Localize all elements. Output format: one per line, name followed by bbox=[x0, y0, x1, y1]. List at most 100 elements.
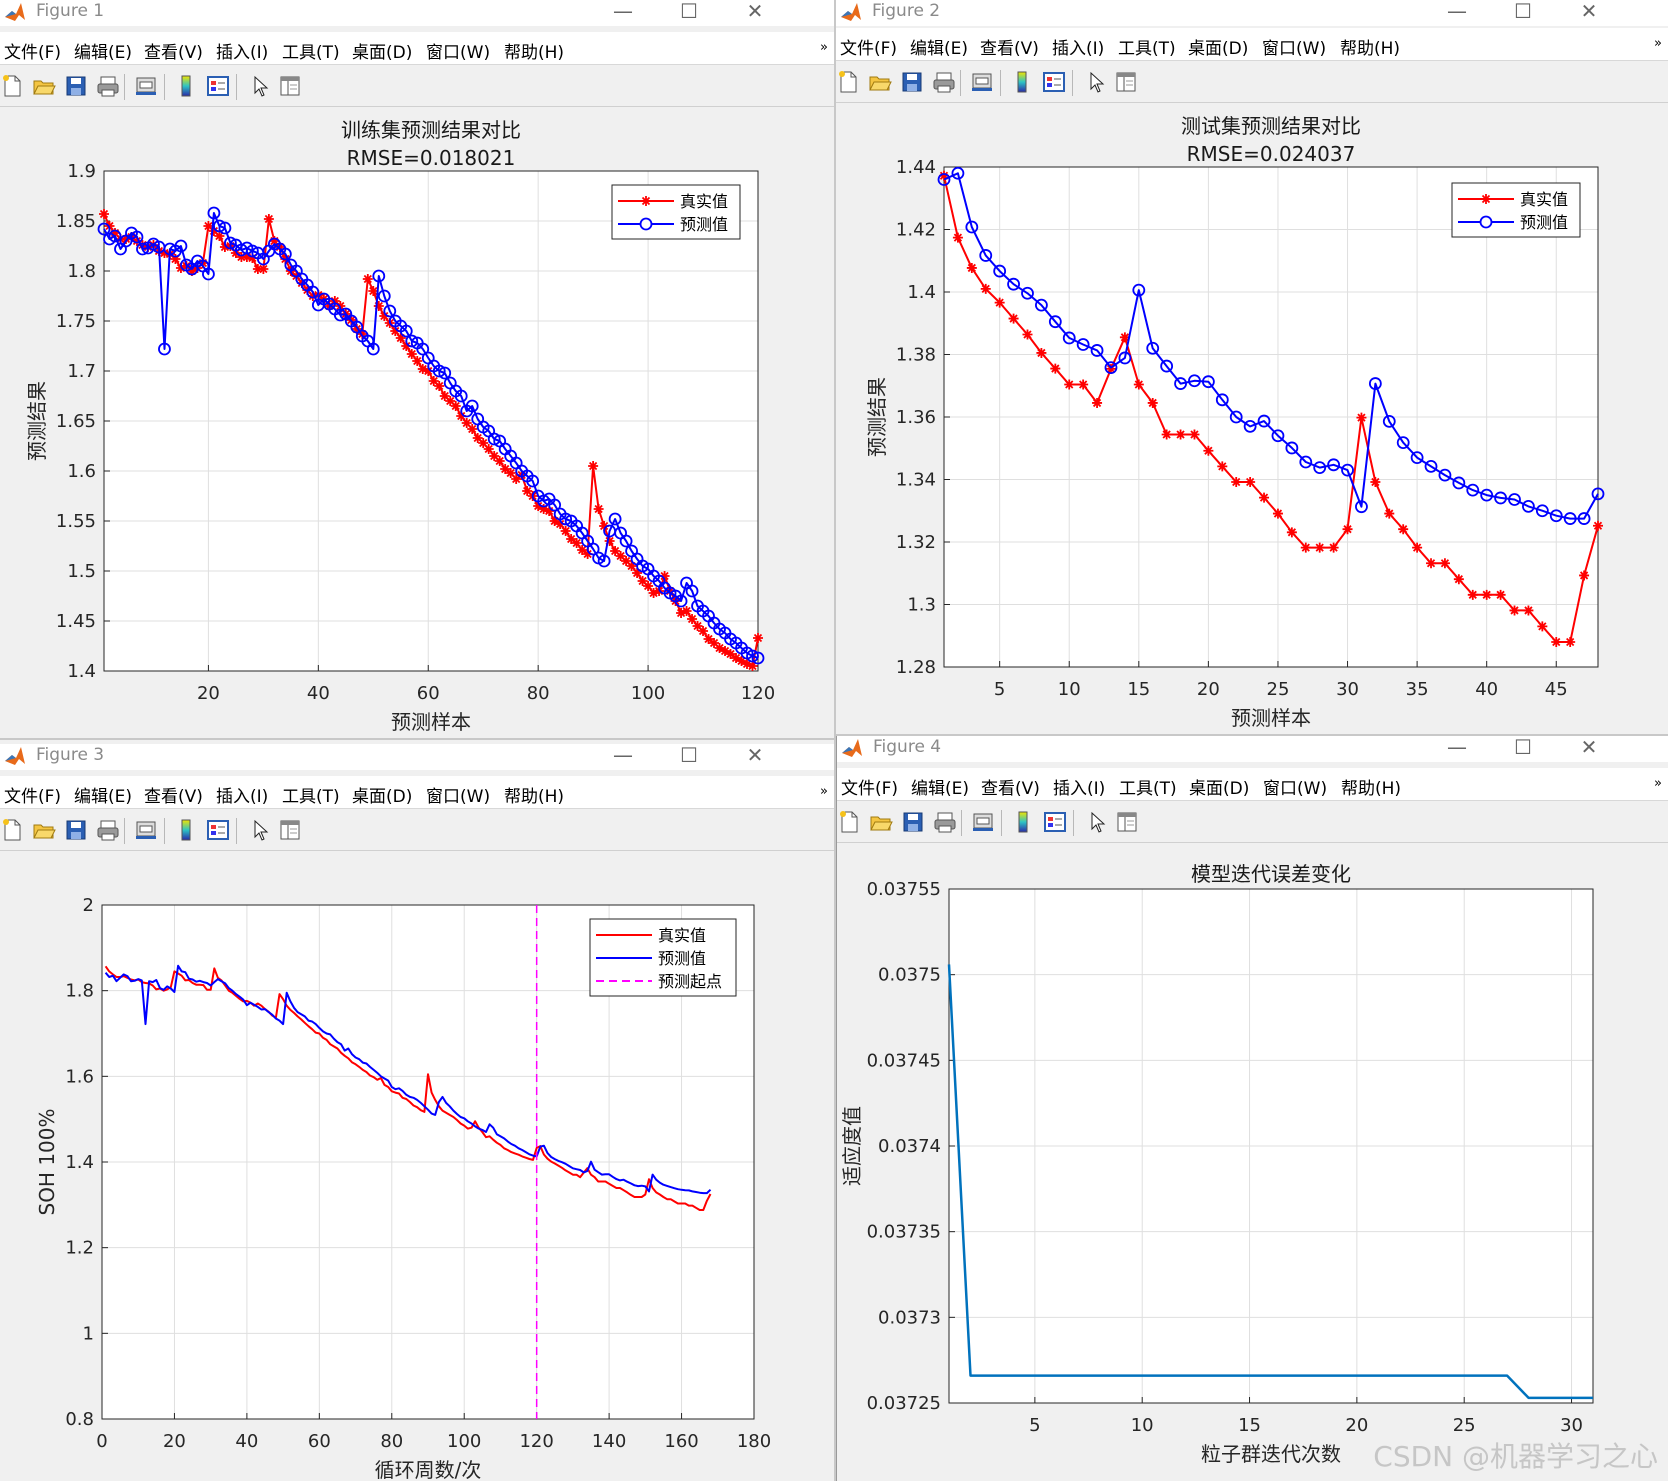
menu-item[interactable]: 文件(F) bbox=[841, 779, 899, 799]
minimize-icon[interactable]: — bbox=[613, 743, 633, 767]
pointer-icon[interactable] bbox=[1084, 70, 1108, 94]
menu-item[interactable]: 查看(V) bbox=[980, 39, 1039, 59]
print-icon[interactable] bbox=[933, 810, 957, 834]
minimize-icon[interactable]: — bbox=[1447, 0, 1467, 23]
menu-overflow-icon[interactable]: » bbox=[1654, 776, 1662, 791]
y-tick-label: 1.7 bbox=[67, 361, 96, 382]
maximize-icon[interactable]: ☐ bbox=[680, 0, 698, 23]
save-icon[interactable] bbox=[900, 70, 924, 94]
print-preview-icon[interactable] bbox=[134, 74, 158, 98]
menu-item[interactable]: 帮助(H) bbox=[1340, 39, 1401, 59]
menu-item[interactable]: 查看(V) bbox=[144, 43, 203, 63]
y-tick-label: 1.4 bbox=[67, 661, 96, 682]
menu-item[interactable]: 编辑(E) bbox=[911, 779, 970, 799]
menu-item[interactable]: 文件(F) bbox=[840, 39, 898, 59]
menu-item[interactable]: 工具(T) bbox=[282, 787, 340, 807]
menu-item[interactable]: 工具(T) bbox=[282, 43, 340, 63]
true-series-point bbox=[214, 231, 225, 241]
pointer-icon[interactable] bbox=[248, 818, 272, 842]
pointer-icon[interactable] bbox=[248, 74, 272, 98]
title-bar[interactable]: Figure 3 — ☐ ✕ bbox=[0, 743, 834, 770]
property-inspector-icon[interactable] bbox=[278, 74, 302, 98]
print-preview-icon[interactable] bbox=[970, 70, 994, 94]
menu-bar: 文件(F) 编辑(E) 查看(V) 插入(I) 工具(T) 桌面(D) 窗口(W) 帮助(H)… bbox=[837, 768, 1668, 801]
print-icon[interactable] bbox=[932, 70, 956, 94]
menu-item[interactable]: 窗口(W) bbox=[426, 43, 491, 63]
pointer-icon[interactable] bbox=[1085, 810, 1109, 834]
property-inspector-icon[interactable] bbox=[278, 818, 302, 842]
menu-item[interactable]: 桌面(D) bbox=[352, 787, 413, 807]
minimize-icon[interactable]: — bbox=[613, 0, 633, 23]
colorbar-icon[interactable] bbox=[1010, 70, 1034, 94]
legend-icon[interactable] bbox=[206, 818, 230, 842]
title-bar[interactable]: Figure 2 — ☐ ✕ bbox=[836, 0, 1668, 26]
pred-series-point bbox=[1062, 331, 1076, 345]
menu-item[interactable]: 桌面(D) bbox=[352, 43, 413, 63]
print-icon[interactable] bbox=[96, 74, 120, 98]
print-preview-icon[interactable] bbox=[971, 810, 995, 834]
true-series-point bbox=[351, 324, 362, 334]
property-inspector-icon[interactable] bbox=[1114, 70, 1138, 94]
close-icon[interactable]: ✕ bbox=[746, 743, 764, 767]
menu-overflow-icon[interactable]: » bbox=[820, 40, 828, 55]
property-inspector-icon[interactable] bbox=[1115, 810, 1139, 834]
colorbar-icon[interactable] bbox=[174, 818, 198, 842]
true-series-point bbox=[659, 571, 670, 581]
menu-item[interactable]: 桌面(D) bbox=[1189, 779, 1250, 799]
minimize-icon[interactable]: — bbox=[1447, 736, 1467, 759]
menu-item[interactable]: 工具(T) bbox=[1118, 39, 1176, 59]
menu-item[interactable]: 插入(I) bbox=[1052, 39, 1105, 59]
open-folder-icon[interactable] bbox=[869, 810, 893, 834]
menu-item[interactable]: 插入(I) bbox=[216, 43, 269, 63]
true-series-point bbox=[980, 283, 991, 294]
save-icon[interactable] bbox=[901, 810, 925, 834]
maximize-icon[interactable]: ☐ bbox=[1514, 736, 1532, 759]
menu-item[interactable]: 窗口(W) bbox=[1262, 39, 1327, 59]
menu-item[interactable]: 插入(I) bbox=[216, 787, 269, 807]
close-icon[interactable]: ✕ bbox=[746, 0, 764, 23]
menu-item[interactable]: 文件(F) bbox=[4, 787, 62, 807]
colorbar-icon[interactable] bbox=[174, 74, 198, 98]
menu-item[interactable]: 编辑(E) bbox=[74, 787, 133, 807]
open-folder-icon[interactable] bbox=[868, 70, 892, 94]
menu-item[interactable]: 查看(V) bbox=[981, 779, 1040, 799]
menu-item[interactable]: 窗口(W) bbox=[426, 787, 491, 807]
legend-icon[interactable] bbox=[1043, 810, 1067, 834]
save-icon[interactable] bbox=[64, 818, 88, 842]
menu-overflow-icon[interactable]: » bbox=[820, 784, 828, 799]
new-file-icon[interactable] bbox=[837, 810, 861, 834]
new-file-icon[interactable] bbox=[0, 818, 24, 842]
menu-item[interactable]: 编辑(E) bbox=[910, 39, 969, 59]
open-folder-icon[interactable] bbox=[32, 818, 56, 842]
menu-item[interactable]: 桌面(D) bbox=[1188, 39, 1249, 59]
print-icon[interactable] bbox=[96, 818, 120, 842]
menu-item[interactable]: 编辑(E) bbox=[74, 43, 133, 63]
new-file-icon[interactable] bbox=[0, 74, 24, 98]
title-bar[interactable]: Figure 4 — ☐ ✕ bbox=[837, 736, 1668, 762]
x-tick-label: 100 bbox=[447, 1431, 481, 1452]
menu-item[interactable]: 帮助(H) bbox=[504, 787, 565, 807]
pred-series-point bbox=[751, 651, 765, 665]
open-folder-icon[interactable] bbox=[32, 74, 56, 98]
menu-item[interactable]: 查看(V) bbox=[144, 787, 203, 807]
menu-item[interactable]: 帮助(H) bbox=[1341, 779, 1402, 799]
close-icon[interactable]: ✕ bbox=[1580, 0, 1598, 23]
new-file-icon[interactable] bbox=[836, 70, 860, 94]
menu-item[interactable]: 工具(T) bbox=[1119, 779, 1177, 799]
menu-item[interactable]: 帮助(H) bbox=[504, 43, 565, 63]
menu-item[interactable]: 窗口(W) bbox=[1263, 779, 1328, 799]
y-tick-label: 1.9 bbox=[67, 161, 96, 182]
save-icon[interactable] bbox=[64, 74, 88, 98]
legend-icon[interactable] bbox=[206, 74, 230, 98]
maximize-icon[interactable]: ☐ bbox=[680, 743, 698, 767]
menu-item[interactable]: 文件(F) bbox=[4, 43, 62, 63]
colorbar-icon[interactable] bbox=[1011, 810, 1035, 834]
title-bar[interactable]: Figure 1 — ☐ ✕ bbox=[0, 0, 834, 26]
close-icon[interactable]: ✕ bbox=[1580, 736, 1598, 759]
menu-item[interactable]: 插入(I) bbox=[1053, 779, 1106, 799]
maximize-icon[interactable]: ☐ bbox=[1514, 0, 1532, 23]
menu-overflow-icon[interactable]: » bbox=[1654, 36, 1662, 51]
print-preview-icon[interactable] bbox=[134, 818, 158, 842]
pred-series-point bbox=[1271, 429, 1285, 443]
legend-icon[interactable] bbox=[1042, 70, 1066, 94]
